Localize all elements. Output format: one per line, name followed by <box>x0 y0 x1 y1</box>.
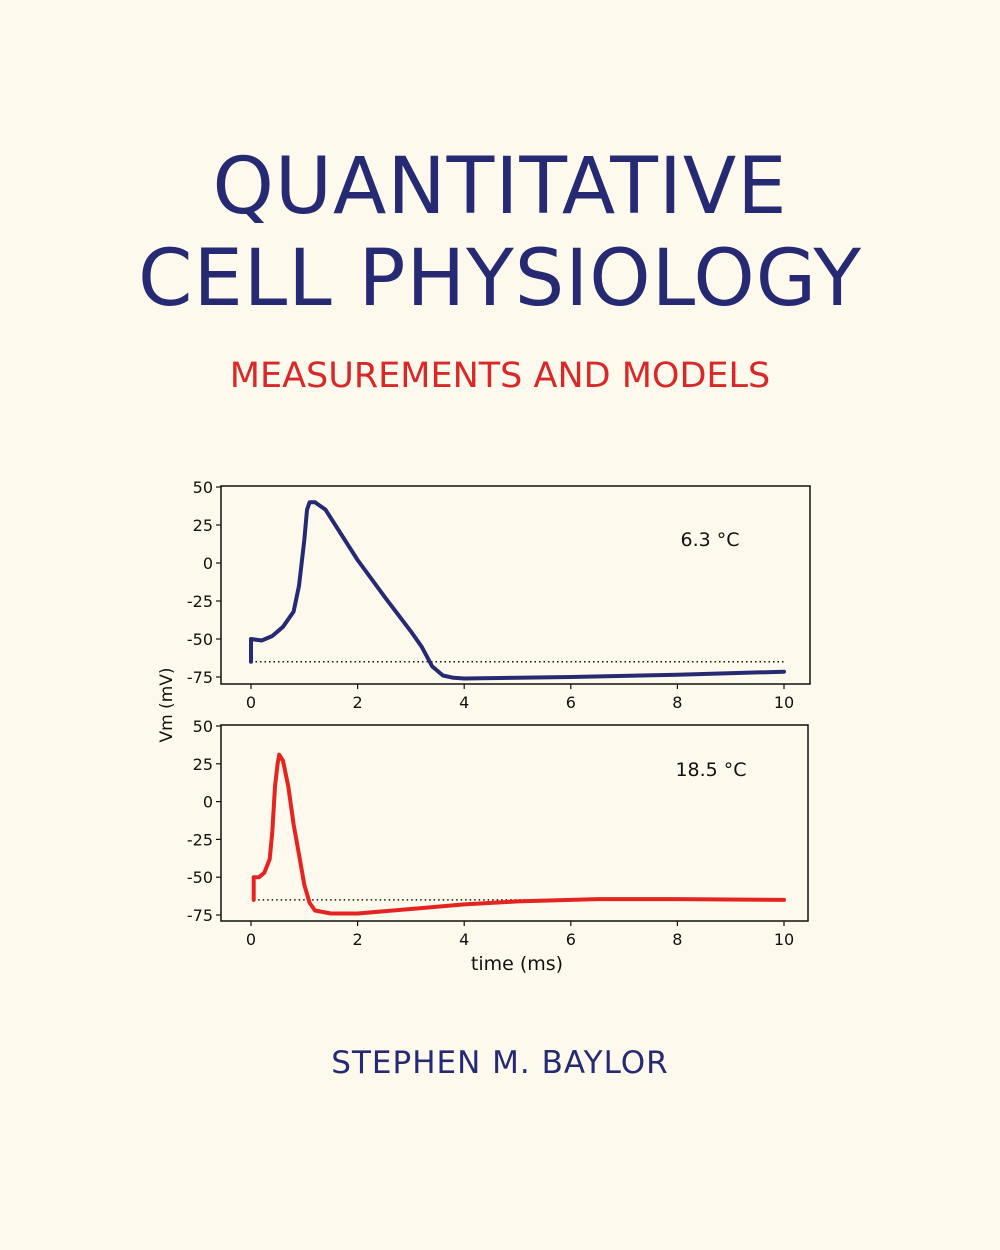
author: STEPHEN M. BAYLOR <box>331 1045 669 1081</box>
x-tick-label: 0 <box>246 693 256 712</box>
plot-frame <box>220 485 811 685</box>
y-tick-label: 25 <box>193 516 213 535</box>
x-tick-label: 2 <box>353 930 363 949</box>
y-tick-label: 0 <box>203 554 213 573</box>
action-potential-trace <box>249 500 786 681</box>
x-tick-label: 10 <box>774 930 794 949</box>
title-line-1: QUANTITATIVE <box>212 142 788 232</box>
y-tick-label: -75 <box>187 668 213 687</box>
x-tick-label: 10 <box>774 693 794 712</box>
x-tick-label: 4 <box>459 693 469 712</box>
y-tick-label: 50 <box>193 478 213 497</box>
y-tick-label: -50 <box>187 630 213 649</box>
y-tick-label: -25 <box>187 830 213 849</box>
x-tick-label: 2 <box>353 693 363 712</box>
y-tick-label: 50 <box>193 717 213 736</box>
x-tick-label: 0 <box>246 930 256 949</box>
y-tick-label: 0 <box>203 793 213 812</box>
action-potential-trace <box>251 752 786 916</box>
x-tick-label: 6 <box>566 930 576 949</box>
annotation-temp-1: 6.3 °C <box>680 529 739 551</box>
y-tick-label: -50 <box>187 868 213 887</box>
annotation-temp-2: 18.5 °C <box>675 759 746 781</box>
subtitle: MEASUREMENTS AND MODELS <box>229 356 771 396</box>
title-line-2: CELL PHYSIOLOGY <box>138 234 862 324</box>
plot-frame <box>220 724 809 922</box>
x-tick-label: 8 <box>672 930 682 949</box>
x-tick-label: 6 <box>566 693 576 712</box>
x-tick-label: 4 <box>459 930 469 949</box>
x-axis-label: time (ms) <box>471 953 563 975</box>
x-tick-label: 8 <box>672 693 682 712</box>
y-axis-label: Vm (mV) <box>157 667 177 742</box>
y-tick-label: -25 <box>187 592 213 611</box>
y-tick-label: 25 <box>193 755 213 774</box>
y-tick-label: -75 <box>187 906 213 925</box>
